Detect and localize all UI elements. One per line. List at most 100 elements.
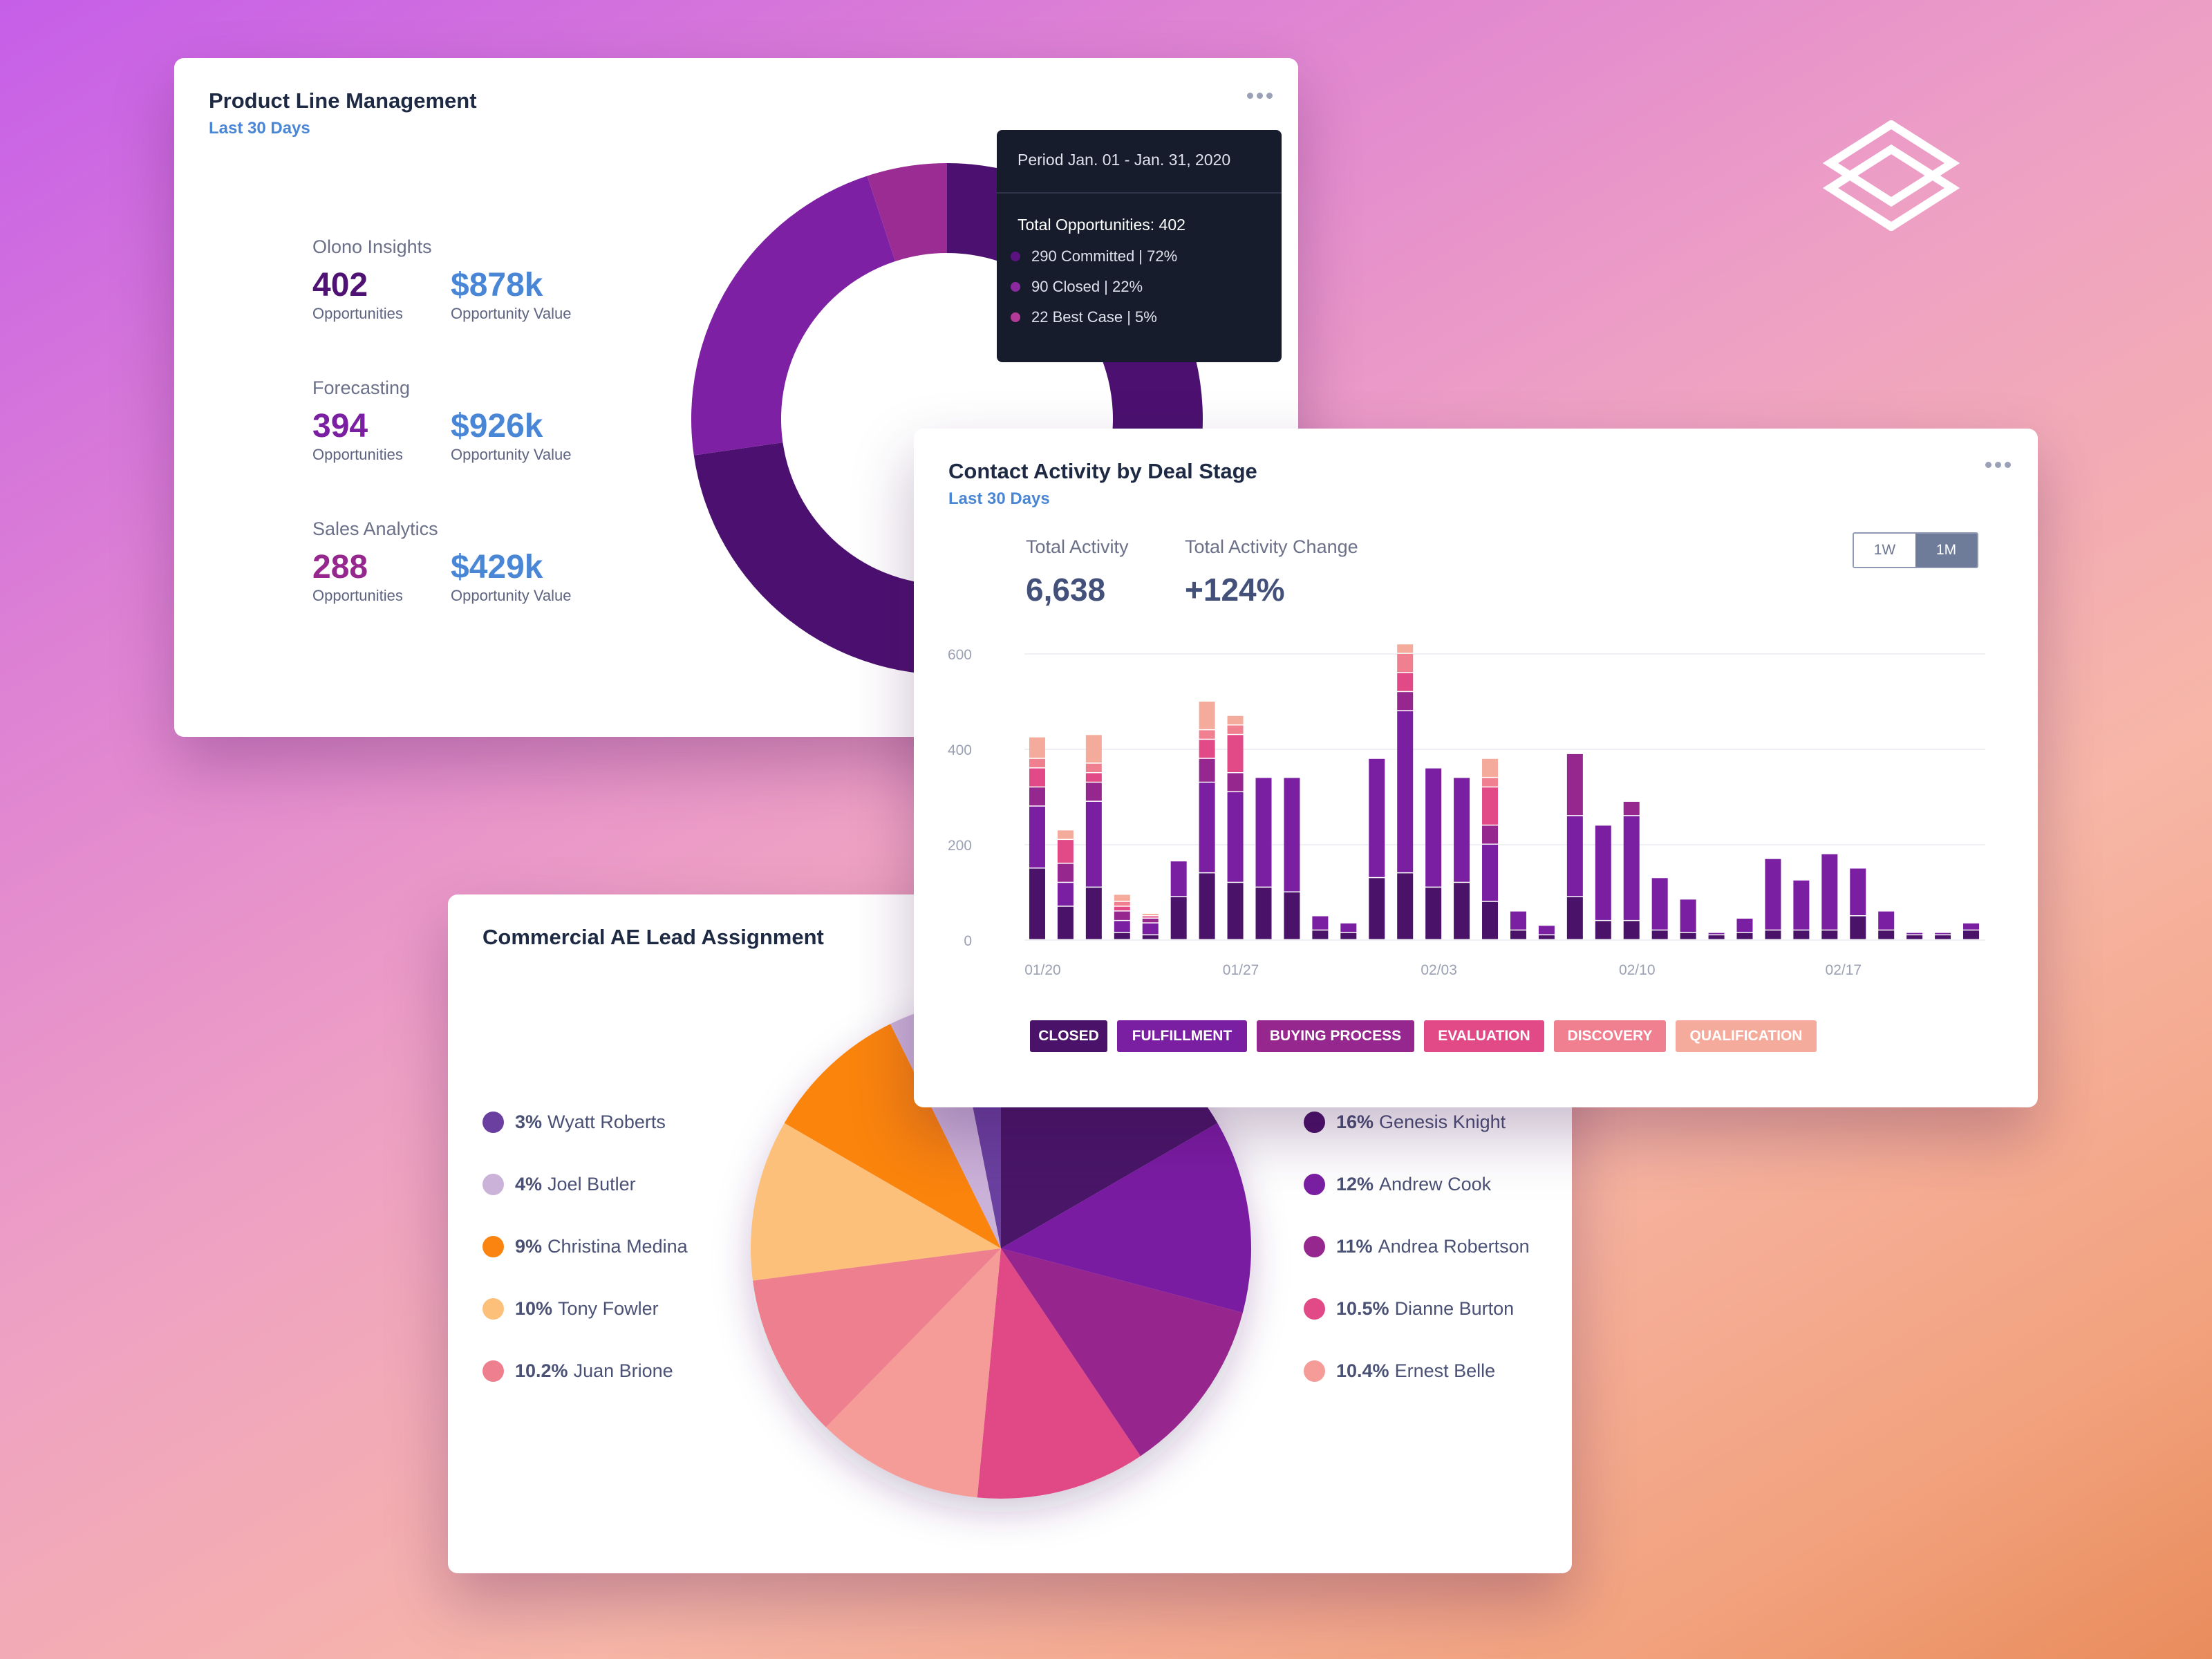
pie-slice-ernest-belle[interactable] bbox=[825, 1248, 1001, 1498]
bar-segment-discovery[interactable] bbox=[1397, 654, 1414, 673]
bar-segment-closed[interactable] bbox=[1708, 935, 1725, 939]
bar-segment-closed[interactable] bbox=[1397, 873, 1414, 939]
bar-segment-qualification[interactable] bbox=[1199, 702, 1215, 729]
bar-segment-fulfillment[interactable] bbox=[1821, 854, 1838, 930]
bar-segment-fulfillment[interactable] bbox=[1963, 923, 1980, 930]
bar-segment-closed[interactable] bbox=[1425, 888, 1442, 939]
bar-segment-closed[interactable] bbox=[1199, 873, 1215, 939]
bar-segment-closed[interactable] bbox=[1963, 930, 1980, 939]
bar-segment-fulfillment[interactable] bbox=[1765, 859, 1781, 930]
bar-segment-qualification[interactable] bbox=[1142, 914, 1159, 915]
legend-item-juan-brione[interactable]: 10.2% Juan Brione bbox=[482, 1360, 673, 1382]
bar-segment-fulfillment[interactable] bbox=[1708, 932, 1725, 935]
legend-chip-qualification[interactable]: QUALIFICATION bbox=[1676, 1020, 1817, 1052]
bar-segment-buying-process[interactable] bbox=[1397, 692, 1414, 711]
bar-segment-fulfillment[interactable] bbox=[1397, 711, 1414, 872]
pie-slice-christina-medina[interactable] bbox=[784, 1024, 1001, 1248]
bar-segment-fulfillment[interactable] bbox=[1312, 916, 1329, 930]
bar-segment-buying-process[interactable] bbox=[1227, 773, 1244, 791]
donut-slice-closed[interactable] bbox=[691, 176, 896, 456]
bar-segment-closed[interactable] bbox=[1227, 883, 1244, 939]
bar-segment-evaluation[interactable] bbox=[1029, 768, 1045, 787]
bar-segment-closed[interactable] bbox=[1454, 883, 1470, 939]
bar-segment-closed[interactable] bbox=[1651, 930, 1668, 939]
pie-slice-dianne-burton[interactable] bbox=[977, 1248, 1141, 1499]
bar-segment-buying-process[interactable] bbox=[1114, 911, 1130, 920]
bar-segment-fulfillment[interactable] bbox=[1510, 911, 1526, 930]
more-options-icon[interactable] bbox=[1981, 458, 2015, 472]
bar-segment-evaluation[interactable] bbox=[1057, 840, 1074, 863]
legend-item-tony-fowler[interactable]: 10% Tony Fowler bbox=[482, 1298, 659, 1320]
bar-segment-fulfillment[interactable] bbox=[1085, 801, 1102, 887]
bar-segment-closed[interactable] bbox=[1085, 888, 1102, 939]
bar-segment-fulfillment[interactable] bbox=[1114, 921, 1130, 932]
legend-chip-fulfillment[interactable]: FULFILLMENT bbox=[1117, 1020, 1247, 1052]
more-options-icon[interactable] bbox=[1243, 88, 1277, 103]
bar-segment-fulfillment[interactable] bbox=[1736, 918, 1753, 932]
bar-segment-discovery[interactable] bbox=[1029, 758, 1045, 768]
bar-segment-fulfillment[interactable] bbox=[1340, 923, 1357, 932]
bar-segment-discovery[interactable] bbox=[1482, 778, 1499, 787]
pie-slice-andrea-robertson[interactable] bbox=[1001, 1248, 1243, 1456]
bar-segment-fulfillment[interactable] bbox=[1651, 878, 1668, 930]
legend-item-wyatt-roberts[interactable]: 3% Wyatt Roberts bbox=[482, 1112, 666, 1133]
bar-segment-closed[interactable] bbox=[1736, 932, 1753, 939]
bar-segment-buying-process[interactable] bbox=[1142, 918, 1159, 923]
bar-segment-closed[interactable] bbox=[1142, 935, 1159, 939]
bar-segment-closed[interactable] bbox=[1623, 921, 1640, 939]
bar-segment-fulfillment[interactable] bbox=[1623, 816, 1640, 920]
bar-segment-evaluation[interactable] bbox=[1142, 916, 1159, 918]
bar-segment-evaluation[interactable] bbox=[1227, 735, 1244, 772]
bar-segment-evaluation[interactable] bbox=[1482, 787, 1499, 825]
bar-segment-closed[interactable] bbox=[1369, 878, 1385, 939]
bar-segment-buying-process[interactable] bbox=[1482, 825, 1499, 844]
bar-segment-closed[interactable] bbox=[1680, 932, 1696, 939]
bar-segment-closed[interactable] bbox=[1935, 935, 1951, 939]
bar-segment-buying-process[interactable] bbox=[1566, 753, 1583, 816]
bar-segment-closed[interactable] bbox=[1340, 932, 1357, 939]
legend-chip-closed[interactable]: CLOSED bbox=[1030, 1020, 1107, 1052]
bar-segment-fulfillment[interactable] bbox=[1566, 816, 1583, 897]
legend-chip-evaluation[interactable]: EVALUATION bbox=[1424, 1020, 1544, 1052]
donut-slice-best-case[interactable] bbox=[867, 163, 947, 261]
legend-item-andrea-robertson[interactable]: 11% Andrea Robertson bbox=[1304, 1236, 1530, 1257]
bar-segment-closed[interactable] bbox=[1793, 930, 1810, 939]
bar-segment-closed[interactable] bbox=[1765, 930, 1781, 939]
bar-segment-fulfillment[interactable] bbox=[1482, 845, 1499, 901]
toggle-1m[interactable]: 1M bbox=[1915, 534, 1977, 567]
bar-segment-buying-process[interactable] bbox=[1085, 782, 1102, 801]
bar-segment-evaluation[interactable] bbox=[1114, 906, 1130, 911]
bar-segment-fulfillment[interactable] bbox=[1255, 778, 1272, 887]
bar-segment-closed[interactable] bbox=[1538, 935, 1555, 939]
pie-slice-juan-brione[interactable] bbox=[753, 1248, 1001, 1427]
bar-segment-fulfillment[interactable] bbox=[1029, 806, 1045, 868]
bar-segment-evaluation[interactable] bbox=[1085, 773, 1102, 782]
bar-segment-evaluation[interactable] bbox=[1199, 740, 1215, 758]
bar-segment-closed[interactable] bbox=[1170, 897, 1187, 939]
bar-segment-closed[interactable] bbox=[1821, 930, 1838, 939]
bar-segment-fulfillment[interactable] bbox=[1850, 868, 1866, 916]
bar-segment-closed[interactable] bbox=[1114, 932, 1130, 939]
bar-segment-fulfillment[interactable] bbox=[1369, 758, 1385, 877]
bar-segment-fulfillment[interactable] bbox=[1793, 880, 1810, 930]
bar-segment-qualification[interactable] bbox=[1029, 737, 1045, 758]
legend-item-christina-medina[interactable]: 9% Christina Medina bbox=[482, 1236, 688, 1257]
bar-segment-qualification[interactable] bbox=[1085, 735, 1102, 763]
bar-segment-qualification[interactable] bbox=[1482, 758, 1499, 777]
bar-segment-fulfillment[interactable] bbox=[1142, 923, 1159, 935]
bar-segment-discovery[interactable] bbox=[1199, 730, 1215, 739]
bar-segment-discovery[interactable] bbox=[1085, 763, 1102, 772]
bar-segment-fulfillment[interactable] bbox=[1199, 782, 1215, 872]
legend-item-joel-butler[interactable]: 4% Joel Butler bbox=[482, 1174, 636, 1195]
bar-segment-fulfillment[interactable] bbox=[1680, 899, 1696, 932]
bar-segment-closed[interactable] bbox=[1029, 868, 1045, 939]
bar-segment-closed[interactable] bbox=[1312, 930, 1329, 939]
bar-segment-closed[interactable] bbox=[1595, 921, 1611, 939]
bar-segment-buying-process[interactable] bbox=[1029, 787, 1045, 806]
bar-segment-buying-process[interactable] bbox=[1199, 758, 1215, 782]
bar-segment-closed[interactable] bbox=[1906, 935, 1923, 939]
bar-segment-qualification[interactable] bbox=[1114, 894, 1130, 901]
bar-segment-qualification[interactable] bbox=[1397, 644, 1414, 653]
pie-slice-andrew-cook[interactable] bbox=[1001, 1123, 1251, 1313]
legend-item-andrew-cook[interactable]: 12% Andrew Cook bbox=[1304, 1174, 1491, 1195]
